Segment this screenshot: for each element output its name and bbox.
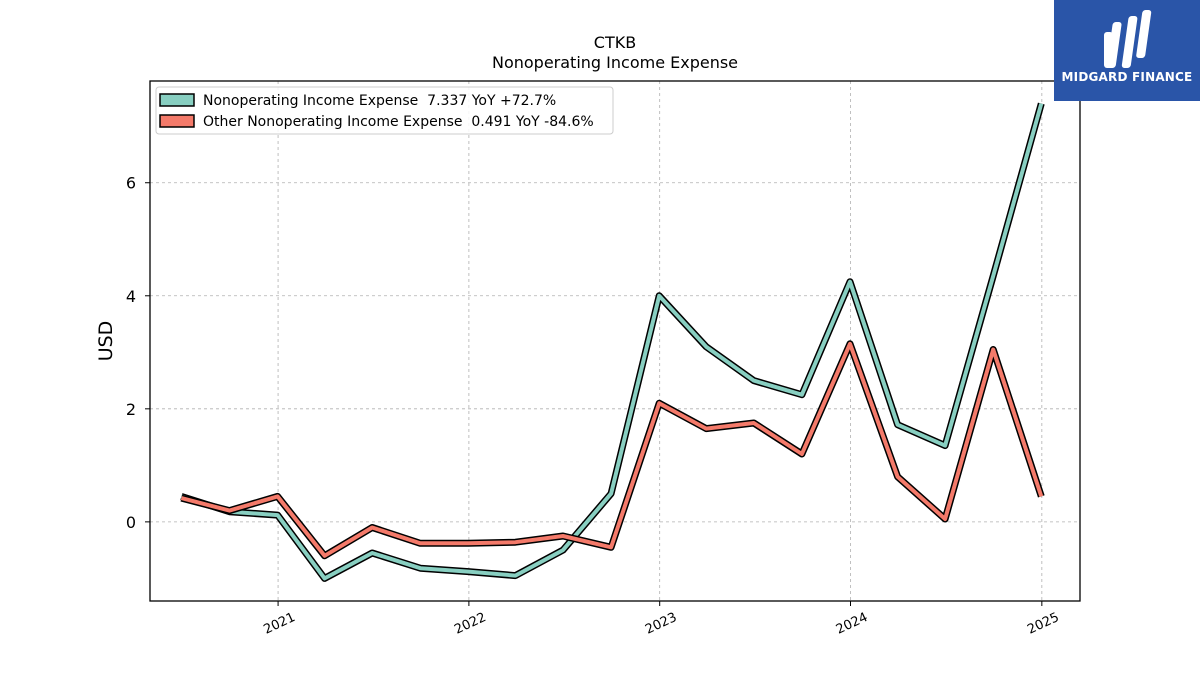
x-tick-label: 2022 bbox=[452, 610, 488, 638]
x-tick-label: 2025 bbox=[1025, 610, 1061, 638]
chart-title: CTKB Nonoperating Income Expense bbox=[492, 33, 738, 72]
series-line-0 bbox=[180, 103, 1044, 581]
brand-logo: MIDGARD FINANCE bbox=[1054, 0, 1200, 101]
y-tick-label: 0 bbox=[126, 513, 136, 532]
x-tick-label: 2023 bbox=[643, 610, 679, 638]
x-tick-label: 2024 bbox=[834, 610, 870, 638]
brand-mark-icon bbox=[1104, 10, 1152, 68]
legend-frame bbox=[155, 86, 614, 135]
legend: Nonoperating Income Expense 7.337 YoY +7… bbox=[155, 86, 614, 135]
series-line-outline-1 bbox=[180, 340, 1045, 560]
y-axis-label: USD bbox=[95, 321, 117, 362]
legend-swatch-nonoperating bbox=[159, 93, 195, 107]
y-axis: 0 2 4 6 bbox=[126, 174, 150, 532]
legend-label-nonoperating: Nonoperating Income Expense 7.337 YoY +7… bbox=[203, 93, 556, 109]
legend-swatch-other-nonoperating bbox=[159, 114, 195, 128]
chart-title-line: CTKB bbox=[594, 33, 636, 52]
series-layer bbox=[180, 102, 1045, 582]
x-axis: 2021 2022 2023 2024 2025 bbox=[261, 601, 1062, 638]
y-tick-label: 6 bbox=[126, 174, 136, 193]
x-tick-label: 2021 bbox=[261, 610, 297, 638]
y-tick-label: 2 bbox=[126, 400, 136, 419]
series-line-1 bbox=[180, 341, 1044, 558]
legend-label-other-nonoperating: Other Nonoperating Income Expense 0.491 … bbox=[203, 114, 594, 130]
chart-subtitle-line: Nonoperating Income Expense bbox=[492, 53, 738, 72]
series-line-outline-0 bbox=[180, 102, 1045, 582]
plot-frame bbox=[149, 80, 1081, 602]
grid bbox=[150, 81, 1080, 601]
y-tick-label: 4 bbox=[126, 287, 136, 306]
brand-name: MIDGARD FINANCE bbox=[1061, 70, 1193, 84]
